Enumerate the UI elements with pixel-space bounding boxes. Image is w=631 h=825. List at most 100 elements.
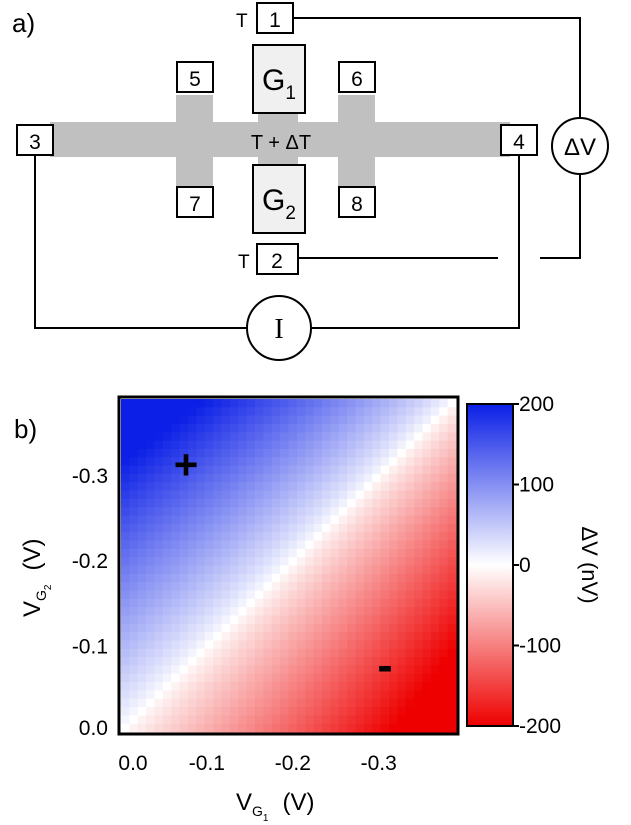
heatmap-cell: [196, 540, 206, 550]
heatmap-cell: [162, 498, 172, 508]
heatmap-cell: [255, 573, 264, 583]
heatmap-cell: [389, 415, 398, 425]
heatmap-cell: [263, 490, 273, 500]
heatmap-cell: [221, 690, 231, 700]
heatmap-cell: [447, 582, 457, 592]
heatmap-cell: [347, 415, 357, 425]
heatmap-cell: [129, 473, 139, 483]
heatmap-cell: [171, 690, 181, 700]
heatmap-cell: [288, 582, 298, 592]
heatmap-cell: [363, 715, 373, 725]
heatmap-cell: [229, 598, 239, 608]
heatmap-cell: [137, 515, 147, 525]
heatmap-cell: [271, 407, 281, 417]
heatmap-cell: [204, 423, 214, 433]
channel-arm-left: [176, 95, 213, 187]
heatmap-cell: [137, 407, 147, 417]
heatmap-cell: [414, 399, 424, 408]
heatmap-cell: [372, 432, 382, 442]
heatmap-cell: [313, 473, 323, 483]
heatmap-cell: [338, 615, 348, 625]
heatmap-cell: [380, 440, 390, 450]
heatmap-cell: [313, 657, 323, 666]
heatmap-cell: [313, 415, 323, 425]
heatmap-cell: [188, 632, 197, 642]
heatmap-cell: [422, 490, 432, 500]
heatmap-cell: [229, 590, 239, 600]
heatmap-cell: [221, 607, 231, 617]
heatmap-cell: [397, 448, 407, 458]
heatmap-cell: [162, 623, 172, 633]
heatmap-cell: [405, 448, 415, 458]
heatmap-cell: [447, 573, 457, 583]
heatmap-cell: [229, 465, 239, 475]
heatmap-cell: [188, 707, 197, 716]
heatmap-cell: [238, 573, 248, 583]
heatmap-cell: [213, 565, 223, 575]
heatmap-cell: [405, 432, 415, 442]
heatmap-cell: [171, 640, 181, 650]
heatmap-cell: [154, 682, 164, 691]
heatmap-cell: [288, 590, 298, 600]
heatmap-cell: [405, 565, 415, 575]
heatmap-cell: [380, 473, 390, 483]
heatmap-cell: [154, 657, 164, 666]
heatmap-cell: [154, 582, 164, 592]
heatmap-cell: [246, 715, 256, 725]
heatmap-cell: [288, 399, 298, 408]
heatmap-cell: [263, 498, 273, 508]
heatmap-cell: [296, 532, 306, 542]
heatmap-cell: [355, 648, 365, 658]
heatmap-cell: [137, 498, 147, 508]
heatmap-cell: [405, 407, 415, 417]
heatmap-cell: [363, 507, 373, 517]
heatmap-cell: [263, 457, 273, 467]
heatmap-cell: [204, 515, 214, 525]
heatmap-cell: [347, 457, 357, 467]
heatmap-cell: [121, 432, 130, 442]
heatmap-cell: [137, 507, 147, 517]
heatmap-cell: [389, 648, 398, 658]
heatmap-cell: [204, 598, 214, 608]
heatmap-cell: [171, 615, 181, 625]
heatmap-cell: [221, 598, 231, 608]
heatmap-cell: [271, 423, 281, 433]
colorbar: [466, 403, 514, 727]
heatmap-cell: [171, 457, 181, 467]
heatmap-cell: [204, 623, 214, 633]
heatmap-cell: [372, 582, 382, 592]
heatmap-cell: [372, 482, 382, 492]
heatmap-cell: [322, 423, 331, 433]
heatmap-cell: [447, 632, 457, 642]
heatmap-cell: [196, 648, 206, 658]
contacts: 1 2 3 4 5 6 7 8 T T: [16, 2, 538, 275]
heatmap-cell: [305, 432, 315, 442]
heatmap-cell: [229, 632, 239, 642]
heatmap-cell: [146, 457, 156, 467]
heatmap-cell: [447, 623, 457, 633]
heatmap-cell: [129, 407, 139, 417]
heatmap-cell: [355, 665, 365, 675]
heatmap-cell: [146, 565, 156, 575]
heatmap-cell: [422, 632, 432, 642]
heatmap-cell: [355, 640, 365, 650]
heatmap-cell: [313, 490, 323, 500]
heatmap-cell: [430, 648, 440, 658]
heatmap-cell: [196, 457, 206, 467]
heatmap-cell: [305, 407, 315, 417]
heatmap-cell: [188, 657, 197, 666]
heatmap-cell: [196, 507, 206, 517]
heatmap-cell: [137, 582, 147, 592]
heatmap-cell: [439, 482, 449, 492]
heatmap-cell: [439, 507, 449, 517]
heatmap-cell: [313, 399, 323, 408]
heatmap-cell: [414, 615, 424, 625]
heatmap-cell: [447, 482, 457, 492]
heatmap-cell: [430, 707, 440, 716]
heatmap-cell: [171, 632, 181, 642]
heatmap-cell: [439, 632, 449, 642]
heatmap-cell: [246, 598, 256, 608]
heatmap-cell: [154, 532, 164, 542]
heatmap-cell: [255, 440, 264, 450]
heatmap-cell: [179, 623, 189, 633]
